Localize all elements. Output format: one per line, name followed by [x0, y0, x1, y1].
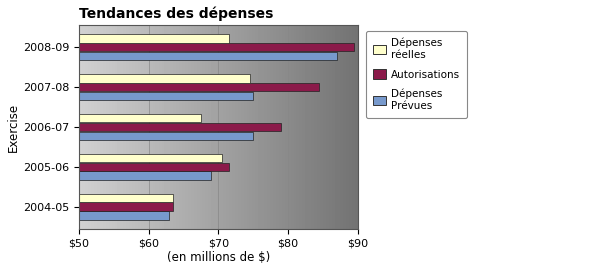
Bar: [79, 172, 211, 180]
X-axis label: (en millions de $): (en millions de $): [167, 251, 270, 264]
Y-axis label: Exercise: Exercise: [7, 102, 20, 151]
Bar: [79, 163, 229, 171]
Bar: [79, 123, 281, 131]
Bar: [79, 211, 170, 220]
Bar: [79, 83, 320, 91]
Legend: Dépenses
réelles, Autorisations, Dépenses
Prévues: Dépenses réelles, Autorisations, Dépense…: [366, 31, 467, 118]
Bar: [79, 202, 173, 211]
Text: Tendances des dépenses: Tendances des dépenses: [79, 7, 273, 21]
Bar: [79, 34, 229, 43]
Bar: [79, 194, 173, 202]
Bar: [79, 132, 253, 140]
Bar: [79, 114, 201, 122]
Bar: [79, 154, 222, 162]
Bar: [79, 74, 250, 83]
Bar: [79, 92, 253, 100]
Bar: [79, 52, 337, 60]
Bar: [79, 43, 355, 51]
